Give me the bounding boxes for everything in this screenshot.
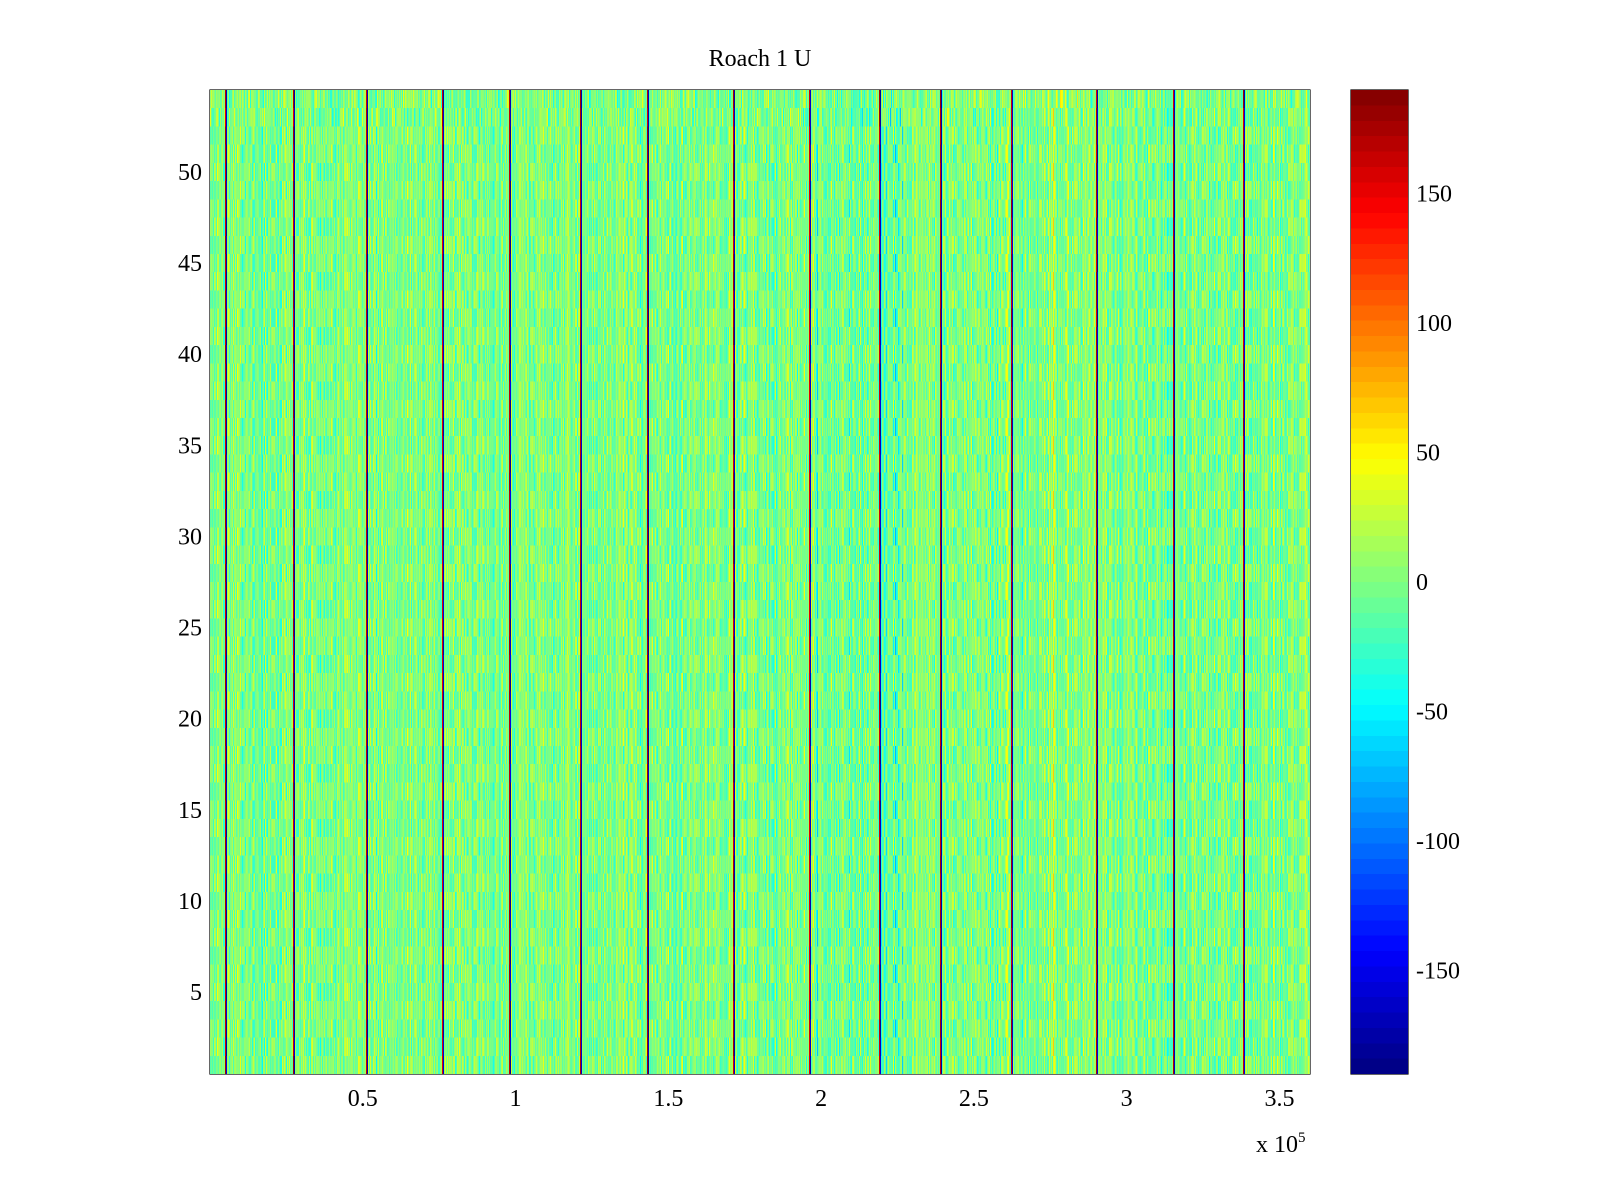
y-tick-label: 40 <box>178 342 202 368</box>
colorbar-tick-label: 100 <box>1416 311 1452 337</box>
svg-text:x 105: x 105 <box>1256 1130 1306 1158</box>
y-tick-label: 15 <box>178 798 202 824</box>
y-tick-label: 10 <box>178 889 202 915</box>
y-tick-label: 50 <box>178 160 202 186</box>
colorbar-tick-label: 0 <box>1416 570 1428 596</box>
colorbar-tick-label: 150 <box>1416 182 1452 208</box>
x-exponent-base: x 10 <box>1256 1132 1298 1158</box>
colorbar-axis: -150 -100 -50 0 50 100 150 <box>1351 182 1460 984</box>
chart-title: Roach 1 U <box>709 46 812 72</box>
y-tick-label: 25 <box>178 616 202 642</box>
y-tick-label: 5 <box>190 980 202 1006</box>
x-tick-label: 0.5 <box>348 1086 378 1112</box>
colorbar-tick-label: -100 <box>1416 829 1460 855</box>
colorbar-tick-label: 50 <box>1416 441 1440 467</box>
y-tick-label: 30 <box>178 524 202 550</box>
y-tick-label: 20 <box>178 707 202 733</box>
x-tick-label: 2.5 <box>959 1086 989 1112</box>
colorbar <box>1351 90 1408 1074</box>
heatmap-image <box>210 90 1310 1074</box>
y-tick-label: 35 <box>178 433 202 459</box>
x-tick-label: 3 <box>1121 1086 1133 1112</box>
x-exponent-power: 5 <box>1298 1130 1306 1146</box>
y-tick-label: 45 <box>178 251 202 277</box>
colorbar-tick-label: -150 <box>1416 958 1460 984</box>
x-tick-label: 1.5 <box>653 1086 683 1112</box>
colorbar-tick-label: -50 <box>1416 699 1448 725</box>
x-tick-label: 1 <box>510 1086 522 1112</box>
x-tick-label: 3.5 <box>1264 1086 1294 1112</box>
x-axis-exponent: x 105 <box>1256 1130 1306 1158</box>
x-tick-label: 2 <box>815 1086 827 1112</box>
